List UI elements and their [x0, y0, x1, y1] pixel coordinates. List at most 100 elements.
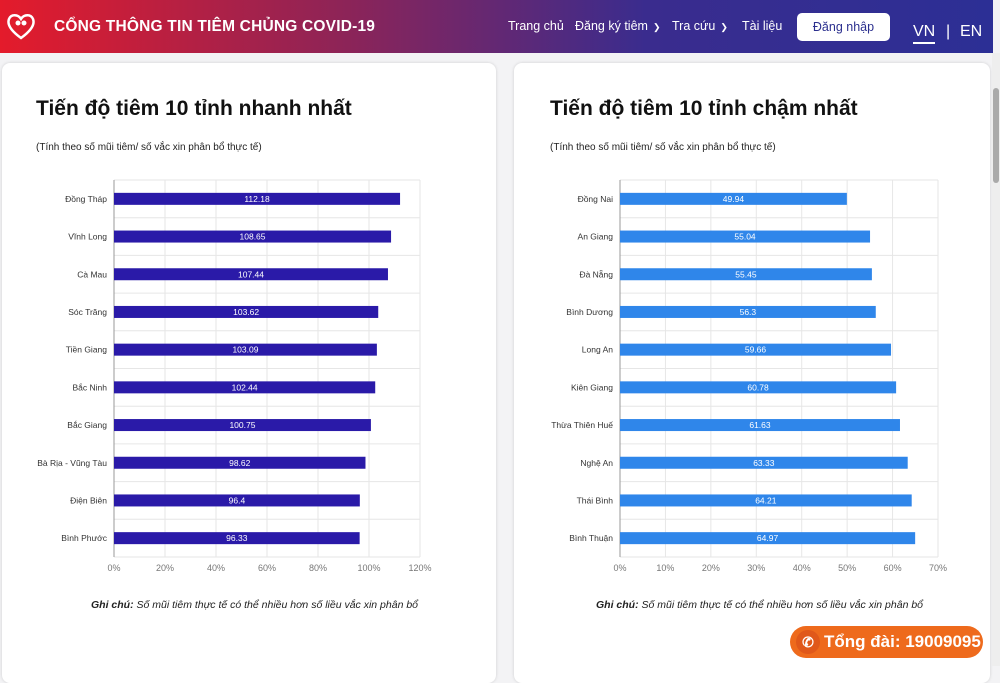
bar-value-label: 102.44	[232, 382, 258, 392]
bar-value-label: 60.78	[747, 382, 769, 392]
category-label: Thừa Thiên Huế	[551, 420, 613, 430]
bar-value-label: 96.4	[229, 495, 246, 505]
bar-value-label: 55.04	[734, 232, 756, 242]
bar	[114, 230, 392, 243]
bar	[620, 494, 912, 507]
x-tick-label: 60%	[258, 563, 276, 573]
x-tick-label: 40%	[207, 563, 225, 573]
category-label: Thái Bình	[577, 495, 614, 505]
bar	[114, 532, 360, 545]
nav-register-label: Đăng ký tiêm	[575, 19, 648, 33]
login-button[interactable]: Đăng nhập	[797, 13, 890, 41]
bar	[114, 419, 371, 432]
slowest-provinces-card: Tiến độ tiêm 10 tỉnh chậm nhất (Tính the…	[514, 63, 990, 683]
hotline-button[interactable]: ✆ Tổng đài: 19009095	[790, 626, 983, 658]
fastest-bar-chart: 0% 20% 40% 60% 80% 100% 120% Đồng Tháp 112.18 Vĩn…	[37, 179, 432, 573]
x-tick-label: 0%	[107, 563, 120, 573]
x-tick-label: 0%	[613, 563, 626, 573]
category-label: Bình Dương	[566, 307, 613, 317]
bar-value-label: 61.63	[749, 420, 771, 430]
category-label: An Giang	[578, 232, 614, 242]
category-label: Đồng Nai	[578, 194, 614, 204]
category-label: Bà Rịa - Vũng Tàu	[37, 458, 107, 468]
top-header: CỔNG THÔNG TIN TIÊM CHỦNG COVID-19 Trang…	[0, 0, 993, 53]
bar-value-label: 100.75	[229, 420, 255, 430]
category-label: Kiên Giang	[571, 382, 613, 392]
bar-value-label: 64.21	[755, 495, 777, 505]
hotline-text: Tổng đài: 19009095	[824, 632, 981, 651]
category-label: Đà Nẵng	[579, 269, 613, 279]
category-label: Nghệ An	[580, 458, 613, 468]
nav-home[interactable]: Trang chủ	[508, 19, 564, 33]
card-subtitle: (Tính theo số mũi tiêm/ số vắc xin phân …	[550, 142, 776, 153]
category-label: Điện Biên	[70, 495, 107, 505]
card-title: Tiến độ tiêm 10 tỉnh nhanh nhất	[36, 97, 352, 120]
bar	[114, 192, 401, 205]
nav-documents[interactable]: Tài liệu	[742, 19, 783, 33]
page-scrollbar[interactable]	[992, 53, 1000, 666]
site-title[interactable]: CỔNG THÔNG TIN TIÊM CHỦNG COVID-19	[54, 18, 376, 35]
category-label: Bình Phước	[61, 533, 108, 543]
bar	[114, 381, 376, 394]
lang-separator: |	[946, 23, 951, 40]
bar	[620, 192, 847, 205]
bar-value-label: 63.33	[753, 458, 775, 468]
nav-lookup[interactable]: Tra cứu ❯	[672, 19, 728, 33]
category-label: Bắc Giang	[67, 420, 107, 430]
phone-icon: ✆	[796, 630, 820, 654]
chart-note: Ghi chú: Số mũi tiêm thực tế có thể nhiề…	[91, 599, 418, 611]
x-tick-label: 80%	[309, 563, 327, 573]
bar-value-label: 56.3	[740, 307, 757, 317]
chart-note: Ghi chú: Số mũi tiêm thực tế có thể nhiề…	[596, 599, 923, 611]
bar	[620, 268, 872, 281]
x-tick-label: 20%	[156, 563, 174, 573]
bar	[620, 419, 900, 432]
x-tick-label: 30%	[747, 563, 765, 573]
bar	[114, 494, 360, 507]
category-label: Đồng Tháp	[65, 194, 107, 204]
bar-value-label: 96.33	[226, 533, 248, 543]
x-tick-label: 10%	[656, 563, 674, 573]
x-tick-label: 50%	[838, 563, 856, 573]
bar-value-label: 64.97	[757, 533, 779, 543]
category-label: Long An	[582, 345, 613, 355]
category-label: Bình Thuận	[569, 533, 613, 543]
bar	[114, 305, 379, 318]
bar	[620, 305, 876, 318]
x-tick-label: 20%	[702, 563, 720, 573]
nav-register[interactable]: Đăng ký tiêm ❯	[575, 19, 661, 33]
card-title: Tiến độ tiêm 10 tỉnh chậm nhất	[550, 97, 858, 120]
note-text: Số mũi tiêm thực tế có thể nhiều hơn số …	[136, 599, 419, 611]
note-text: Số mũi tiêm thực tế có thể nhiều hơn số …	[641, 599, 924, 611]
chevron-down-icon: ❯	[720, 22, 728, 32]
bar	[114, 268, 388, 281]
bar	[620, 343, 892, 356]
bar	[620, 532, 916, 545]
bar-value-label: 49.94	[723, 194, 745, 204]
category-label: Tiền Giang	[66, 345, 108, 355]
logo-heart-icon[interactable]	[6, 11, 36, 41]
slowest-bar-chart: 0% 10% 20% 30% 40% 50% 60% 70% Đồng Nai 49.94 An G…	[551, 179, 947, 573]
bar	[620, 381, 897, 394]
fastest-provinces-card: Tiến độ tiêm 10 tỉnh nhanh nhất (Tính th…	[2, 63, 496, 683]
bar	[620, 230, 871, 243]
bar-value-label: 112.18	[244, 194, 270, 204]
lang-vn[interactable]: VN	[913, 23, 936, 44]
x-tick-label: 60%	[884, 563, 902, 573]
chevron-down-icon: ❯	[652, 22, 661, 32]
category-label: Cà Mau	[77, 269, 107, 279]
x-tick-label: 100%	[357, 563, 380, 573]
bar-value-label: 55.45	[735, 269, 757, 279]
note-label: Ghi chú:	[596, 599, 639, 611]
nav-lookup-label: Tra cứu	[672, 19, 716, 33]
lang-en[interactable]: EN	[960, 23, 983, 40]
bar	[620, 456, 908, 469]
x-tick-label: 120%	[408, 563, 431, 573]
bar-value-label: 103.09	[232, 345, 258, 355]
card-subtitle: (Tính theo số mũi tiêm/ số vắc xin phân …	[36, 142, 262, 153]
category-label: Sóc Trăng	[68, 307, 107, 317]
scrollbar-thumb[interactable]	[993, 88, 999, 183]
note-label: Ghi chú:	[91, 599, 134, 611]
bar	[114, 456, 366, 469]
x-tick-label: 40%	[793, 563, 811, 573]
